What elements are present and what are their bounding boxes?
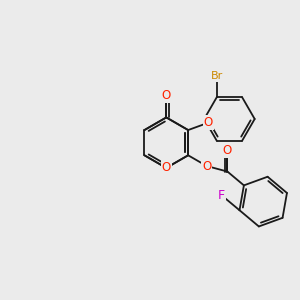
Text: O: O <box>162 89 171 103</box>
Text: O: O <box>202 160 212 172</box>
Text: F: F <box>218 189 225 202</box>
Text: O: O <box>162 161 171 174</box>
Text: O: O <box>223 144 232 157</box>
Text: O: O <box>204 116 213 129</box>
Text: Br: Br <box>211 71 223 81</box>
